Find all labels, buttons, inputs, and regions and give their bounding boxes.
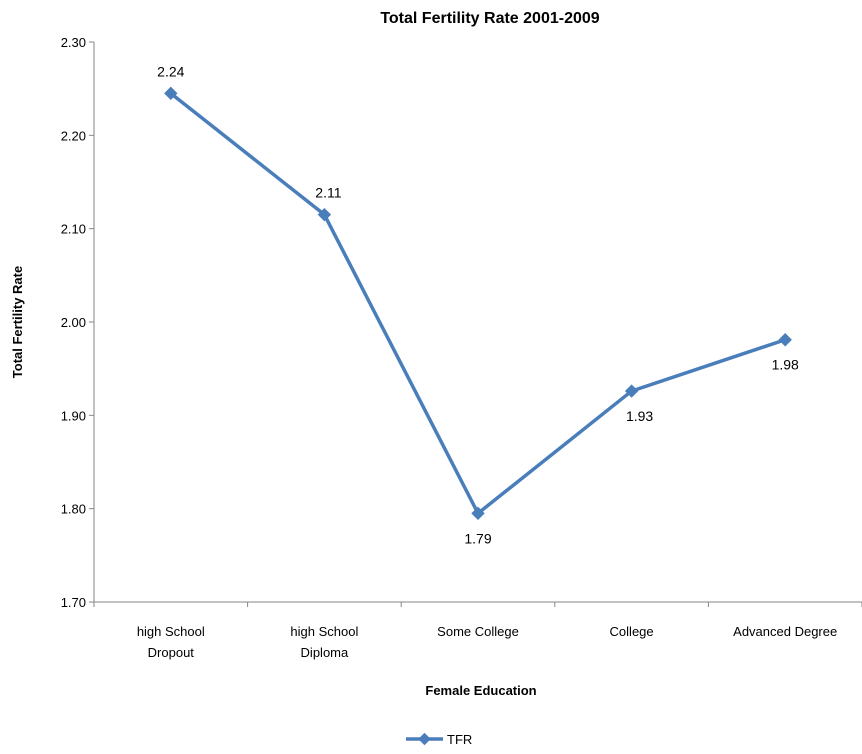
x-tick-label: College <box>610 624 654 639</box>
y-tick-label: 2.30 <box>61 35 86 50</box>
x-tick-label: high School <box>137 624 205 639</box>
data-label: 2.11 <box>315 185 341 201</box>
data-point <box>164 86 178 101</box>
chart-title: Total Fertility Rate 2001-2009 <box>380 10 599 27</box>
x-tick-label: Some College <box>437 624 519 639</box>
y-tick-label: 2.20 <box>61 128 86 143</box>
x-tick-label: Diploma <box>301 645 349 660</box>
data-label: 1.79 <box>464 530 491 546</box>
data-point <box>778 333 792 347</box>
data-label: 1.93 <box>626 408 653 424</box>
legend-marker <box>418 732 431 746</box>
y-tick-label: 1.70 <box>61 595 86 610</box>
y-tick-label: 1.80 <box>61 502 86 517</box>
x-axis-title: Female Education <box>425 683 536 698</box>
series-line <box>169 91 786 516</box>
y-axis-title: Total Fertility Rate <box>10 266 25 378</box>
x-tick-label: Dropout <box>148 645 195 660</box>
plot-area: 1.70 1.80 1.90 2.00 2.10 2.20 2.30 high School D… <box>61 35 862 747</box>
legend-label: TFR <box>447 732 472 747</box>
x-tick-label: high School <box>290 624 358 639</box>
data-point <box>471 506 485 521</box>
y-tick-label: 2.00 <box>61 315 86 330</box>
y-tick-label: 2.10 <box>61 222 86 237</box>
y-tick-label: 1.90 <box>61 408 86 423</box>
data-point <box>317 207 332 222</box>
data-label: 2.24 <box>157 63 184 79</box>
data-label: 1.98 <box>772 357 799 373</box>
x-tick-label: Advanced Degree <box>733 624 837 639</box>
data-point <box>624 384 639 398</box>
